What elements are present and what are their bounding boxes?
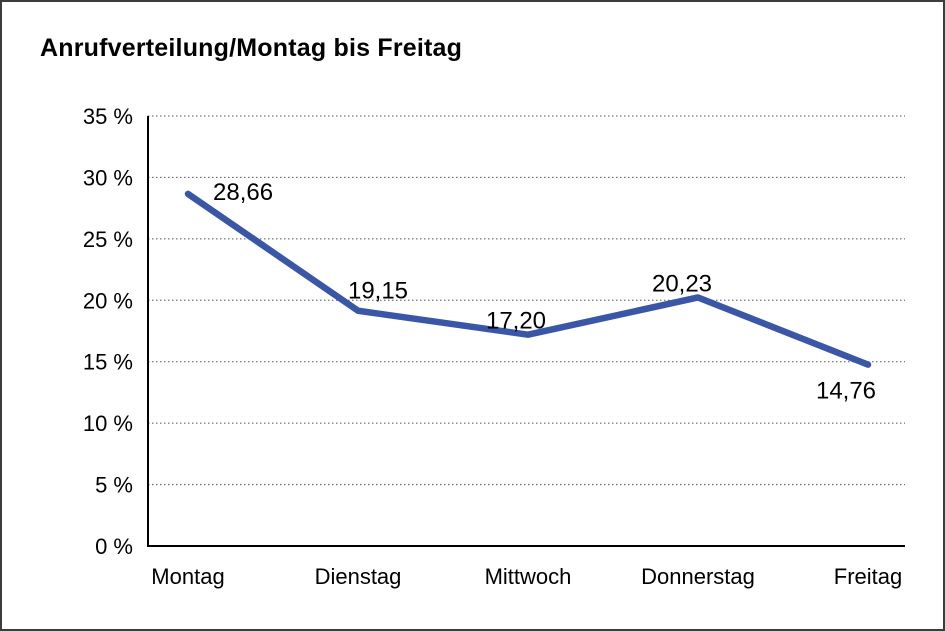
data-point-label: 28,66: [213, 179, 273, 206]
y-tick-label: 25 %: [83, 227, 133, 252]
x-category-label: Montag: [151, 564, 224, 589]
x-category-label: Dienstag: [315, 564, 402, 589]
x-category-label: Mittwoch: [485, 564, 572, 589]
y-tick-label: 0 %: [95, 534, 133, 559]
data-point-label: 20,23: [652, 270, 712, 297]
data-point-label: 19,15: [348, 278, 408, 305]
y-tick-label: 10 %: [83, 411, 133, 436]
y-tick-label: 35 %: [83, 104, 133, 129]
x-category-label: Donnerstag: [641, 564, 755, 589]
chart-title: Anrufverteilung/Montag bis Freitag: [40, 34, 463, 62]
x-category-label: Freitag: [834, 564, 902, 589]
y-tick-label: 15 %: [83, 350, 133, 375]
data-point-label: 17,20: [486, 308, 546, 335]
data-point-label: 14,76: [816, 378, 876, 405]
y-tick-label: 30 %: [83, 165, 133, 190]
y-tick-label: 5 %: [95, 473, 133, 498]
series-line: [184, 190, 872, 368]
y-tick-label: 20 %: [83, 288, 133, 313]
